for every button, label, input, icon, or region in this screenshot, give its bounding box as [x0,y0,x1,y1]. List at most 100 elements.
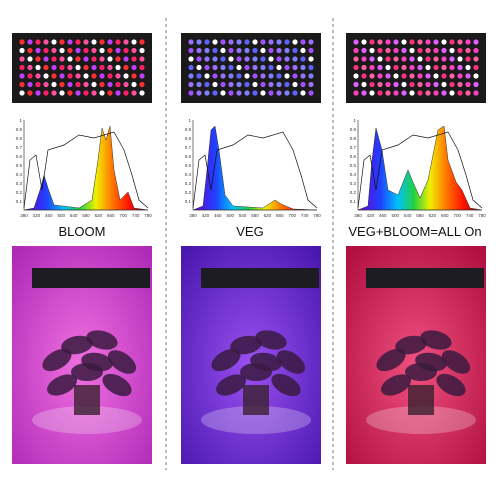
led [377,73,383,79]
leaf [107,350,137,374]
led [409,64,415,71]
led [268,90,274,96]
led [236,73,242,79]
led [425,64,431,71]
led [276,64,282,71]
led [188,39,194,45]
led [417,39,423,45]
led [353,39,359,45]
led [91,39,97,45]
led [268,81,274,88]
led [115,56,121,62]
leaf [102,373,132,397]
led [441,90,447,96]
led [417,47,423,54]
led [308,56,314,62]
led [91,47,97,54]
led [252,90,258,96]
y-tick-label: 1 [353,118,356,123]
lamp [32,268,150,288]
led [204,73,210,79]
led [409,81,415,88]
led [139,73,145,79]
led [401,90,407,96]
leaf [250,352,282,372]
led [377,47,383,54]
led [425,90,431,96]
led [196,81,202,88]
led [300,64,306,71]
led [83,90,89,96]
x-tick-label: 540 [239,213,247,218]
led [457,47,463,54]
x-tick-label: 540 [70,213,78,218]
led [107,47,113,54]
pot-glow [32,406,142,434]
led [123,81,129,88]
led [83,56,89,62]
led [417,64,423,71]
y-tick-label: 0.6 [350,154,357,159]
led [425,56,431,62]
led [393,47,399,54]
led [465,81,471,88]
led [377,56,383,62]
led [276,39,282,45]
led [244,47,250,54]
led [457,39,463,45]
led [236,56,242,62]
leaf [276,350,306,374]
led [99,73,105,79]
led [67,47,73,54]
led [131,81,137,88]
led [75,64,81,71]
x-tick-label: 700 [288,213,296,218]
led [308,73,314,79]
y-tick-label: 0.4 [16,172,23,177]
x-tick-label: 500 [391,213,399,218]
led [473,47,479,54]
x-tick-label: 660 [441,213,449,218]
x-tick-label: 420 [202,213,210,218]
y-tick-label: 0.8 [185,136,192,141]
led [75,47,81,54]
led [457,73,463,79]
led [244,73,250,79]
led [107,64,113,71]
led [377,39,383,45]
y-tick-label: 0.5 [16,163,23,168]
x-tick-label: 540 [404,213,412,218]
led [188,64,194,71]
led [465,64,471,71]
led [308,47,314,54]
led [465,47,471,54]
led [107,39,113,45]
x-tick-label: 500 [226,213,234,218]
led [441,47,447,54]
led [220,47,226,54]
led [377,64,383,71]
leaf [47,374,77,396]
led [292,47,298,54]
led [308,64,314,71]
leaf [395,335,427,355]
led [449,39,455,45]
led [196,73,202,79]
led [139,47,145,54]
axis [357,120,482,211]
spectrum-fill [192,125,318,211]
led [252,81,258,88]
led [433,47,439,54]
leaf [436,373,466,397]
led [308,81,314,88]
led [385,90,391,96]
led [212,47,218,54]
pot [243,385,269,415]
led [449,47,455,54]
led [260,90,266,96]
led [59,56,65,62]
led [449,64,455,71]
y-tick-label: 0.1 [16,199,23,204]
led [252,47,258,54]
led [212,81,218,88]
